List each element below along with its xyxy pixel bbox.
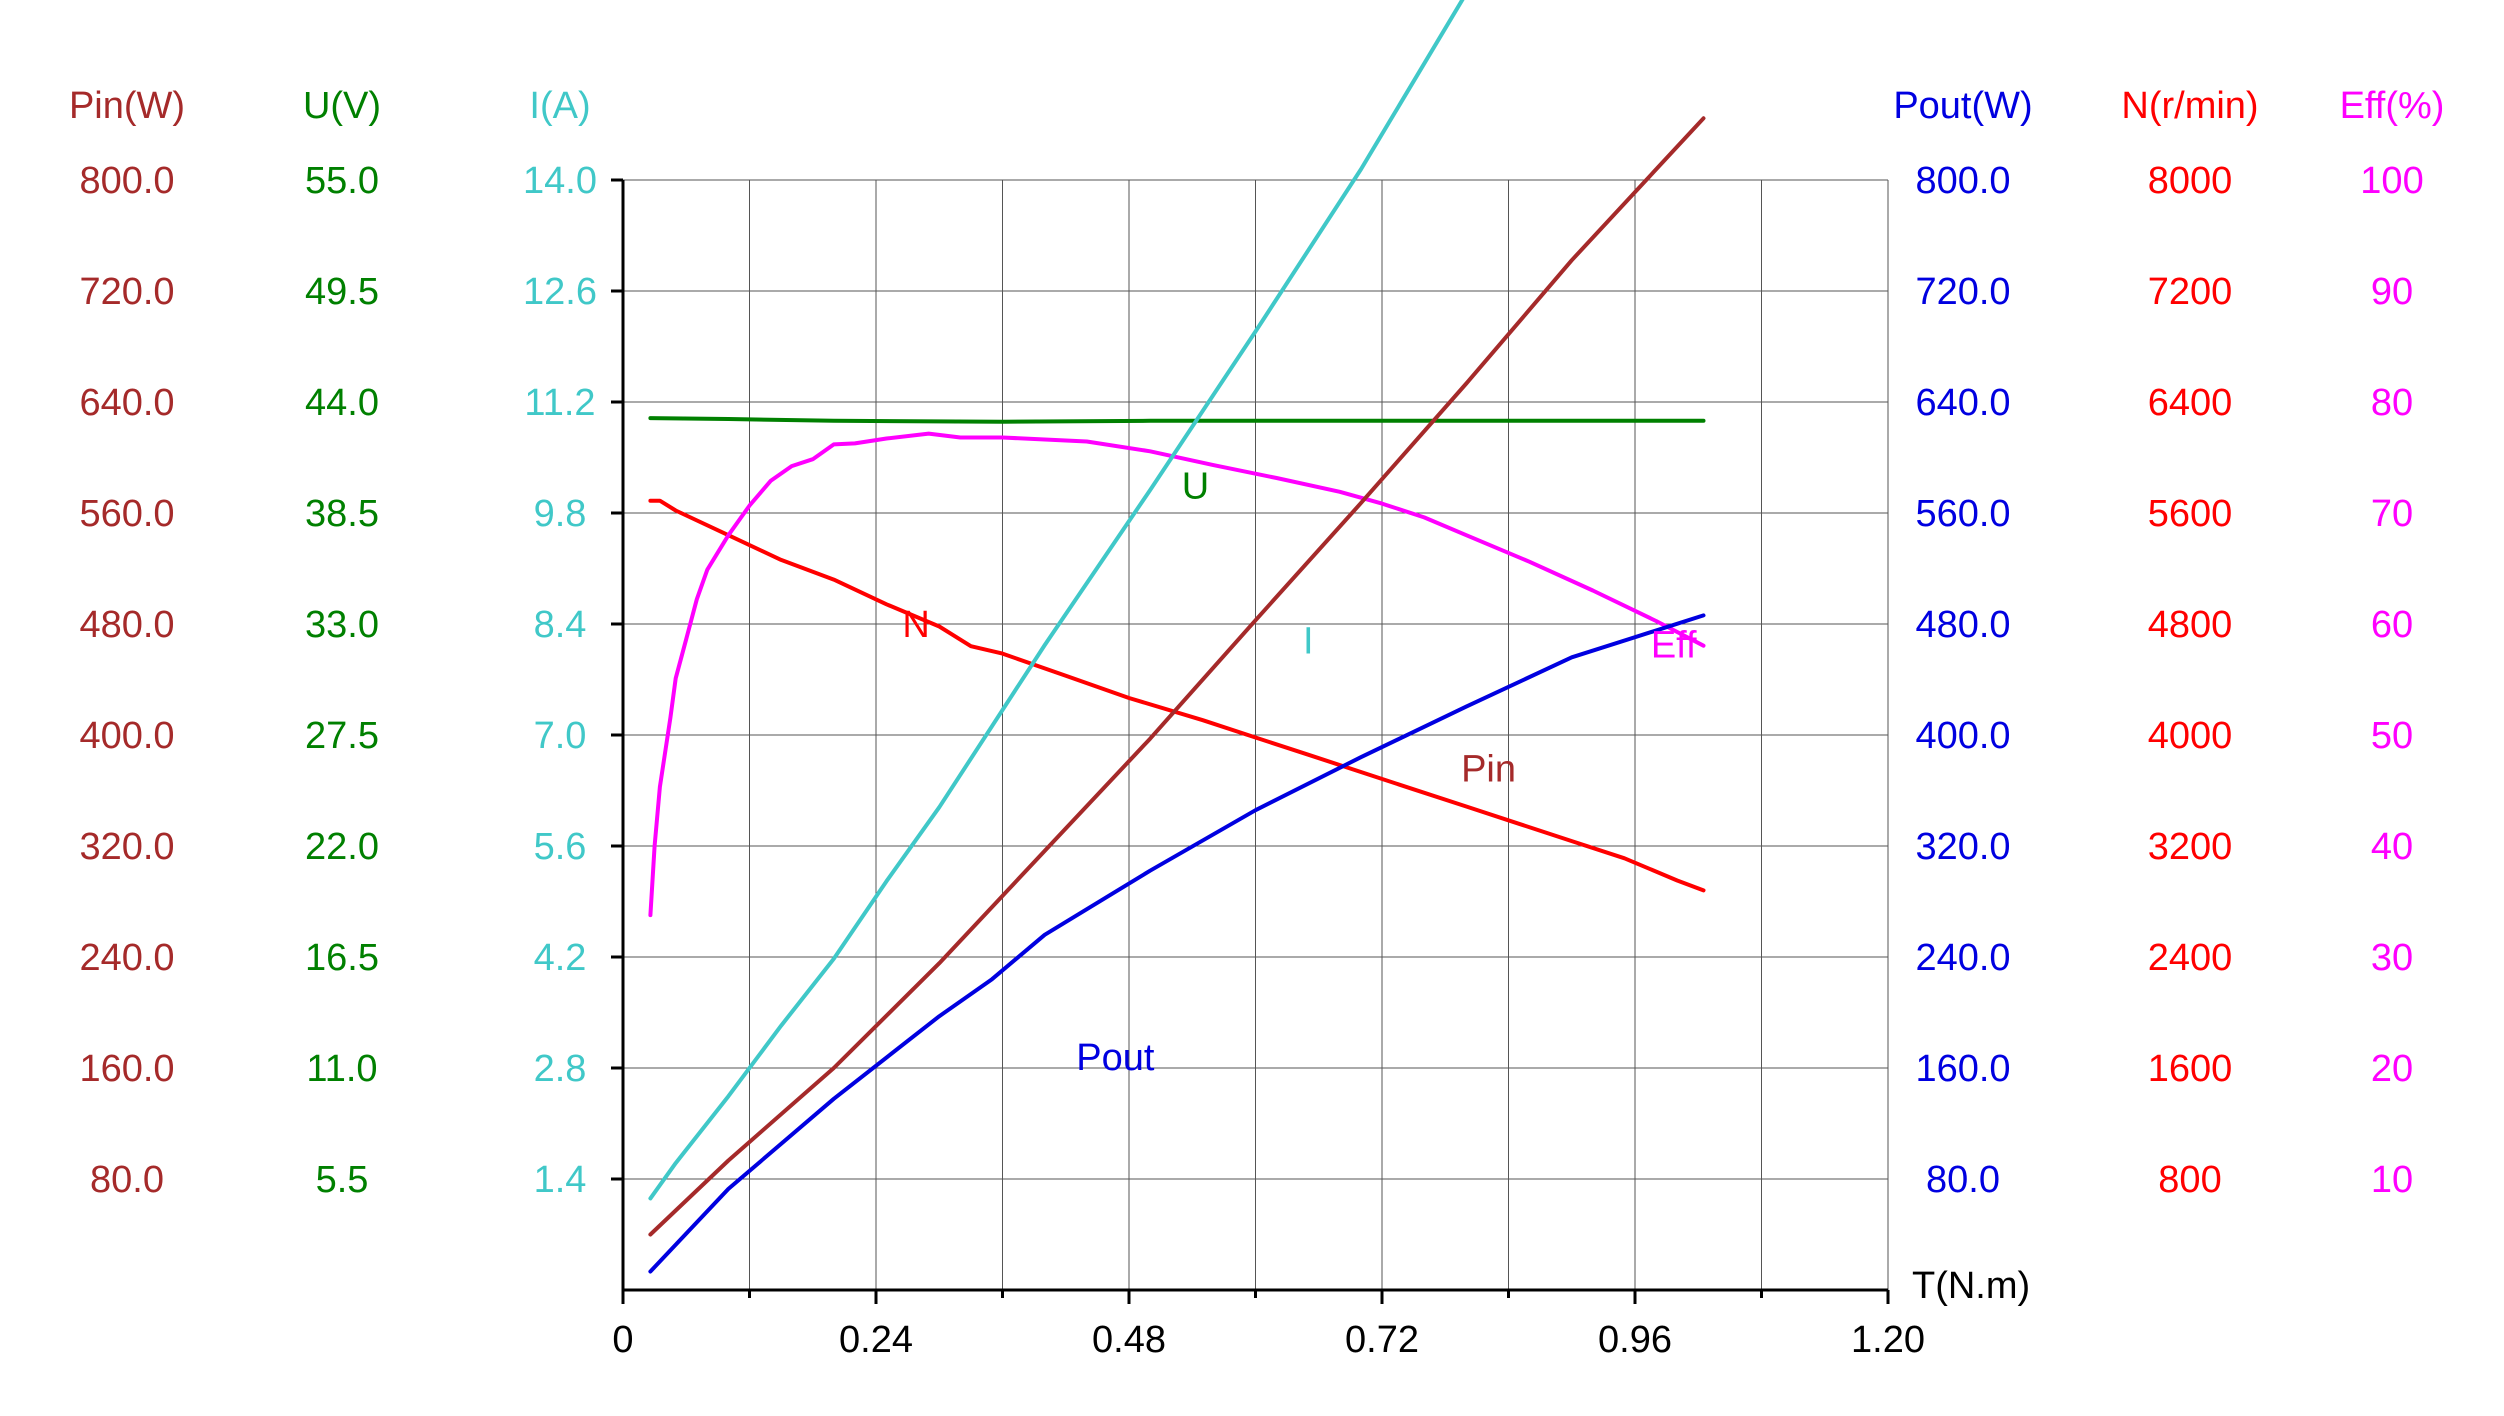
series-labels: U N Eff I Pin Pout: [902, 465, 1697, 1079]
y-tick-label-pout: 160.0: [1915, 1048, 2010, 1090]
y-tick-label-pin: 480.0: [79, 604, 174, 646]
y-tick-label-pout: 800.0: [1915, 160, 2010, 202]
grid: [623, 179, 1889, 1290]
x-tick-label: 1.20: [1851, 1319, 1925, 1361]
y-tick-label-i: 14.0: [523, 160, 597, 202]
y-tick-label-u: 5.5: [316, 1159, 369, 1201]
y-tick-label-pin: 720.0: [79, 271, 174, 313]
y-tick-label-n: 6400: [2148, 382, 2233, 424]
series-line-pout: [648, 613, 1706, 1274]
y-tick-label-pout: 720.0: [1915, 271, 2010, 313]
series-line-i: [648, 0, 1465, 1201]
y-tick-label-n: 7200: [2148, 271, 2233, 313]
series-line-n: [648, 498, 1706, 893]
series-label-eff: Eff: [1651, 625, 1697, 667]
axis-title-i: I(A): [529, 85, 590, 127]
axes: 0 0.24 0.48 0.72 0.96 1.20 Pin(W) 80.0 160.0 240.…: [69, 85, 2444, 1361]
y-tick-label-i: 2.8: [534, 1048, 587, 1090]
y-tick-label-u: 27.5: [305, 715, 379, 757]
y-tick-label-pin: 560.0: [79, 493, 174, 535]
y-tick-label-pout: 560.0: [1915, 493, 2010, 535]
y-tick-label-i: 8.4: [534, 604, 587, 646]
x-tick-label: 0.24: [839, 1319, 913, 1361]
y-tick-label-pout: 240.0: [1915, 937, 2010, 979]
y-tick-label-n: 4800: [2148, 604, 2233, 646]
y-tick-label-eff: 80: [2371, 382, 2413, 424]
y-tick-label-eff: 100: [2360, 160, 2423, 202]
y-tick-label-pin: 640.0: [79, 382, 174, 424]
y-tick-label-pout: 80.0: [1926, 1159, 2000, 1201]
axis-title-eff: Eff(%): [2340, 85, 2445, 127]
y-tick-label-n: 800: [2158, 1159, 2221, 1201]
y-tick-label-pout: 320.0: [1915, 826, 2010, 868]
y-tick-label-u: 11.0: [306, 1048, 377, 1090]
y-tick-label-i: 9.8: [534, 493, 587, 535]
x-tick-label: 0.96: [1598, 1319, 1672, 1361]
series-label-u: U: [1182, 465, 1209, 507]
y-tick-label-pin: 400.0: [79, 715, 174, 757]
y-tick-label-pout: 400.0: [1915, 715, 2010, 757]
y-tick-label-i: 4.2: [534, 937, 587, 979]
axis-title-pin: Pin(W): [69, 85, 185, 127]
y-tick-label-eff: 10: [2371, 1159, 2413, 1201]
y-tick-label-u: 55.0: [305, 160, 379, 202]
y-tick-label-n: 4000: [2148, 715, 2233, 757]
y-tick-label-u: 49.5: [305, 271, 379, 313]
series-line-u: [648, 416, 1706, 424]
y-tick-label-pin: 320.0: [79, 826, 174, 868]
x-tick-label: 0.48: [1092, 1319, 1166, 1361]
y-tick-label-n: 2400: [2148, 937, 2233, 979]
series-label-pin: Pin: [1461, 749, 1516, 791]
y-tick-label-i: 11.2: [524, 382, 595, 424]
series-label-n: N: [902, 604, 929, 646]
y-tick-label-i: 1.4: [534, 1159, 587, 1201]
y-tick-label-eff: 70: [2371, 493, 2413, 535]
x-tick-label: 0.72: [1345, 1319, 1419, 1361]
y-tick-label-n: 5600: [2148, 493, 2233, 535]
y-tick-label-pin: 160.0: [79, 1048, 174, 1090]
series-line-eff: [648, 431, 1706, 918]
y-tick-label-eff: 40: [2371, 826, 2413, 868]
y-tick-label-u: 44.0: [305, 382, 379, 424]
y-tick-label-pin: 800.0: [79, 160, 174, 202]
y-tick-label-i: 5.6: [534, 826, 587, 868]
y-tick-label-eff: 50: [2371, 715, 2413, 757]
y-tick-label-i: 12.6: [523, 271, 597, 313]
y-tick-label-u: 22.0: [305, 826, 379, 868]
y-tick-label-u: 16.5: [305, 937, 379, 979]
y-tick-label-n: 1600: [2148, 1048, 2233, 1090]
y-tick-label-pin: 80.0: [90, 1159, 164, 1201]
y-tick-label-eff: 60: [2371, 604, 2413, 646]
y-tick-label-eff: 90: [2371, 271, 2413, 313]
series-label-i: I: [1303, 621, 1314, 663]
y-tick-label-eff: 20: [2371, 1048, 2413, 1090]
y-tick-label-u: 38.5: [305, 493, 379, 535]
axis-title-u: U(V): [303, 85, 381, 127]
y-tick-label-eff: 30: [2371, 937, 2413, 979]
y-tick-label-pout: 640.0: [1915, 382, 2010, 424]
y-tick-label-pin: 240.0: [79, 937, 174, 979]
axis-title-n: N(r/min): [2121, 85, 2258, 127]
series-line-pin: [648, 116, 1706, 1237]
series-lines: [648, 0, 1706, 1274]
y-tick-label-pout: 480.0: [1915, 604, 2010, 646]
y-tick-label-n: 3200: [2148, 826, 2233, 868]
x-tick-label: 0: [612, 1319, 633, 1361]
y-tick-label-i: 7.0: [534, 715, 587, 757]
y-tick-label-n: 8000: [2148, 160, 2233, 202]
series-label-pout: Pout: [1076, 1037, 1155, 1079]
y-tick-label-u: 33.0: [305, 604, 379, 646]
x-axis-title: T(N.m): [1912, 1265, 2030, 1307]
axis-title-pout: Pout(W): [1893, 85, 2032, 127]
